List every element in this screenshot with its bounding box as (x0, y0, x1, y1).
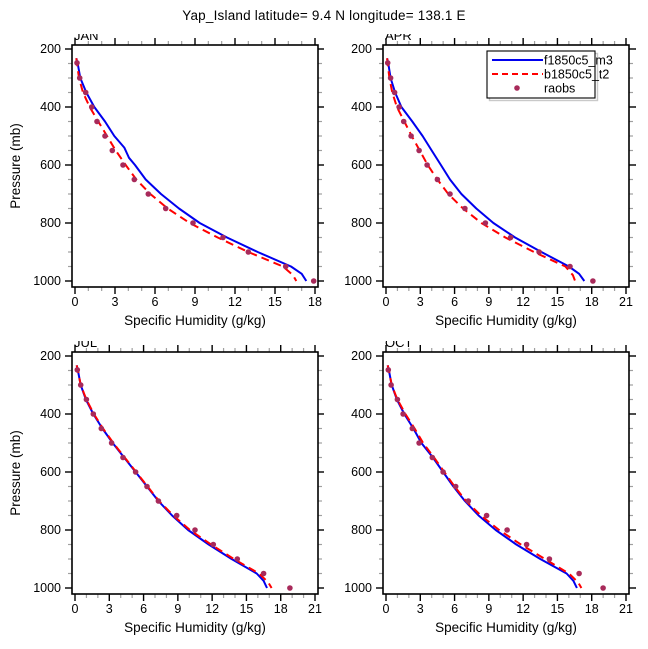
axis-ticks (65, 345, 324, 601)
x-tick-label: 0 (72, 602, 79, 616)
y-tick-label: 1000 (344, 581, 372, 595)
y-tick-label: 800 (351, 523, 372, 537)
series-f1850c5_m3-line (75, 365, 268, 589)
y-tick-label: 200 (351, 349, 372, 363)
panel-month-label: OCT (385, 341, 413, 350)
series-raobs-points (385, 367, 606, 591)
x-tick-label: 3 (112, 295, 119, 309)
panel-month-label: JAN (74, 34, 99, 43)
x-axis-label: Specific Humidity (g/kg) (124, 313, 266, 328)
x-axis-label: Specific Humidity (g/kg) (435, 313, 577, 328)
series-f1850c5_m3-line (75, 58, 308, 282)
y-tick-label: 600 (351, 158, 372, 172)
plot-frame (71, 44, 319, 288)
x-tick-label: 6 (451, 295, 458, 309)
y-tick-label: 200 (40, 42, 61, 56)
panel-grid: 0 3 6 9 12 15 18 200 400 600 800 1000 JAN Specific Hu… (0, 34, 648, 648)
series-f1850c5_m3-line (386, 365, 578, 589)
y-tick-label: 200 (351, 42, 372, 56)
x-tick-label: 9 (192, 295, 199, 309)
y-axis-label: Pressure (mb) (8, 123, 23, 209)
x-tick-label: 12 (205, 602, 219, 616)
x-tick-label: 18 (585, 602, 599, 616)
legend-label: b1850c5_t2 (544, 68, 609, 82)
x-tick-label: 15 (550, 602, 564, 616)
legend-marker (514, 85, 520, 91)
x-tick-label: 6 (140, 602, 147, 616)
x-tick-label: 0 (72, 295, 79, 309)
y-tick-label: 1000 (33, 274, 61, 288)
x-tick-label: 3 (417, 602, 424, 616)
x-tick-label: 9 (485, 602, 492, 616)
axis-ticks (65, 38, 324, 294)
y-tick-label: 1000 (344, 274, 372, 288)
x-tick-label: 12 (516, 602, 530, 616)
y-tick-label: 400 (40, 100, 61, 114)
y-tick-label: 600 (351, 465, 372, 479)
y-tick-label: 600 (40, 465, 61, 479)
x-tick-label: 18 (274, 602, 288, 616)
panel-month-label: APR (385, 34, 412, 43)
panel-jul: 0 3 6 9 12 15 18 21 200 400 600 800 1000 JUL Specific … (8, 341, 324, 635)
x-tick-label: 0 (383, 602, 390, 616)
y-tick-label: 800 (40, 216, 61, 230)
legend-label: raobs (544, 82, 575, 96)
x-axis-label: Specific Humidity (g/kg) (435, 620, 577, 635)
panel-apr: 0 3 6 9 12 15 18 21 200 400 600 800 1000 APR Specific … (344, 34, 636, 328)
panel-oct: 0 3 6 9 12 15 18 21 200 400 600 800 1000 OCT Specific … (344, 341, 636, 635)
x-tick-label: 15 (268, 295, 282, 309)
series-b1850c5_t2-line (386, 365, 583, 589)
x-tick-label: 12 (516, 295, 530, 309)
x-tick-label: 21 (308, 602, 322, 616)
x-tick-label: 21 (619, 602, 633, 616)
series-raobs-points (384, 60, 596, 284)
y-tick-label: 600 (40, 158, 61, 172)
y-tick-label: 400 (40, 407, 61, 421)
x-tick-label: 0 (383, 295, 390, 309)
y-tick-label: 800 (40, 523, 61, 537)
series-raobs-points (74, 367, 293, 591)
figure-title: Yap_Island latitude= 9.4 N longitude= 13… (182, 8, 466, 23)
legend-entry-raobs: raobs (514, 82, 575, 96)
series-b1850c5_t2-line (75, 58, 298, 282)
plot-frame (71, 351, 319, 595)
y-tick-label: 400 (351, 407, 372, 421)
panel-month-label: JUL (74, 341, 97, 350)
y-tick-label: 800 (351, 216, 372, 230)
x-axis-label: Specific Humidity (g/kg) (124, 620, 266, 635)
x-tick-label: 9 (174, 602, 181, 616)
x-tick-label: 15 (550, 295, 564, 309)
y-tick-label: 400 (351, 100, 372, 114)
x-tick-label: 21 (619, 295, 633, 309)
y-tick-label: 1000 (33, 581, 61, 595)
series-raobs-points (74, 60, 317, 284)
panel-jan: 0 3 6 9 12 15 18 200 400 600 800 1000 JAN Specific Hu… (8, 34, 324, 328)
plot-frame (382, 351, 630, 595)
x-tick-label: 18 (308, 295, 322, 309)
x-tick-label: 6 (451, 602, 458, 616)
y-tick-label: 200 (40, 349, 61, 363)
x-tick-label: 3 (417, 295, 424, 309)
x-tick-label: 9 (485, 295, 492, 309)
legend-label: f1850c5_m3 (544, 54, 613, 68)
x-tick-label: 12 (228, 295, 242, 309)
x-tick-label: 18 (585, 295, 599, 309)
legend-entry-f1850c5_m3: f1850c5_m3 (492, 54, 613, 68)
legend-entry-b1850c5_t2: b1850c5_t2 (492, 68, 609, 82)
x-tick-label: 3 (106, 602, 113, 616)
x-tick-label: 15 (239, 602, 253, 616)
x-tick-label: 6 (152, 295, 159, 309)
y-axis-label: Pressure (mb) (8, 430, 23, 516)
series-b1850c5_t2-line (75, 365, 273, 589)
axis-ticks (376, 345, 636, 601)
plot-frame (382, 44, 630, 288)
